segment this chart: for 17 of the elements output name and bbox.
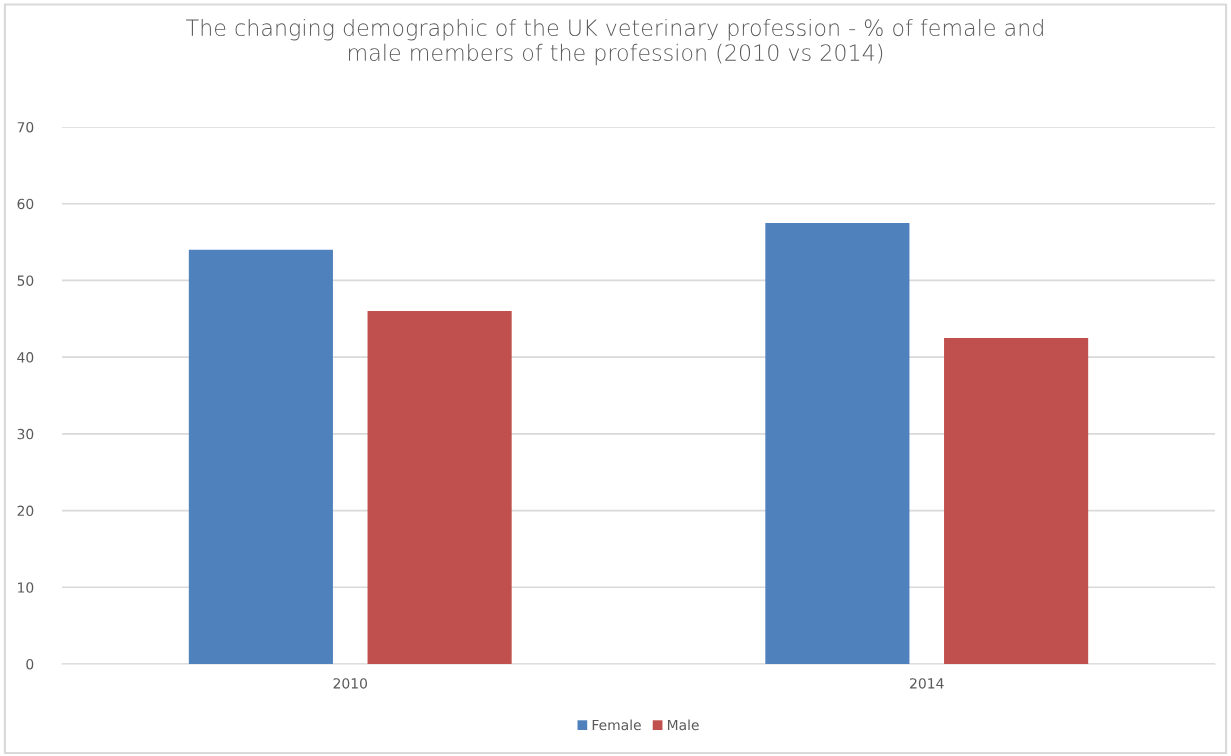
x-tick-label: 2014 — [910, 678, 944, 689]
bar — [765, 222, 910, 664]
y-tick-label: 20 — [17, 505, 34, 517]
y-tick-label: 70 — [17, 121, 34, 133]
bar — [944, 337, 1089, 664]
x-tick-label: 2010 — [333, 678, 367, 689]
y-tick-label: 40 — [17, 352, 34, 363]
y-tick-label: 30 — [17, 428, 34, 440]
y-tick-label: 50 — [17, 275, 34, 286]
y-tick-label: 0 — [26, 658, 34, 670]
y-tick-label: 60 — [17, 198, 34, 210]
bar — [367, 311, 512, 664]
chart-title: The changing demographic of the UK veterinary profession - % of female and male members of the profession (2010 vs 2014) — [186, 18, 1043, 66]
legend-label: Male — [667, 719, 699, 731]
bar — [188, 249, 333, 664]
y-tick-label: 10 — [18, 582, 34, 593]
legend-label: Female — [592, 719, 641, 731]
